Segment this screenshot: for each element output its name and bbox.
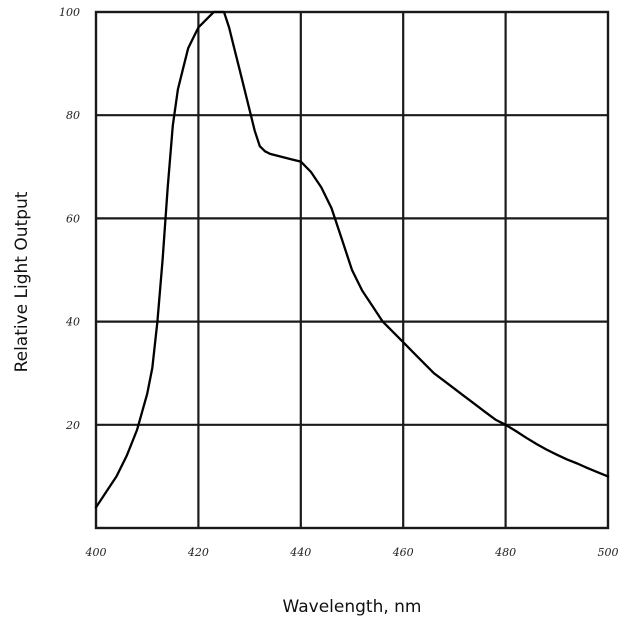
y-tick-label: 40 (65, 316, 80, 329)
x-tick-label: 420 (187, 546, 209, 559)
plot-frame (94, 10, 610, 530)
x-axis-title: Wavelength, nm (283, 597, 422, 617)
x-tick-label: 500 (598, 546, 619, 559)
y-tick-label: 20 (65, 419, 80, 432)
x-tick-label: 400 (85, 546, 107, 559)
y-axis-title: Relative Light Output (12, 191, 32, 372)
series-line (94, 10, 610, 509)
y-tick-labels: 20 40 60 80 100 (59, 6, 80, 432)
grid (96, 12, 608, 528)
x-tick-label: 440 (289, 546, 311, 559)
y-tick-label: 80 (66, 109, 80, 122)
y-tick-label: 100 (59, 6, 80, 19)
x-tick-label: 460 (392, 546, 414, 559)
x-tick-labels: 400 420 440 460 480 500 (85, 546, 619, 559)
y-tick-label: 60 (66, 212, 80, 225)
x-tick-label: 480 (494, 546, 516, 559)
